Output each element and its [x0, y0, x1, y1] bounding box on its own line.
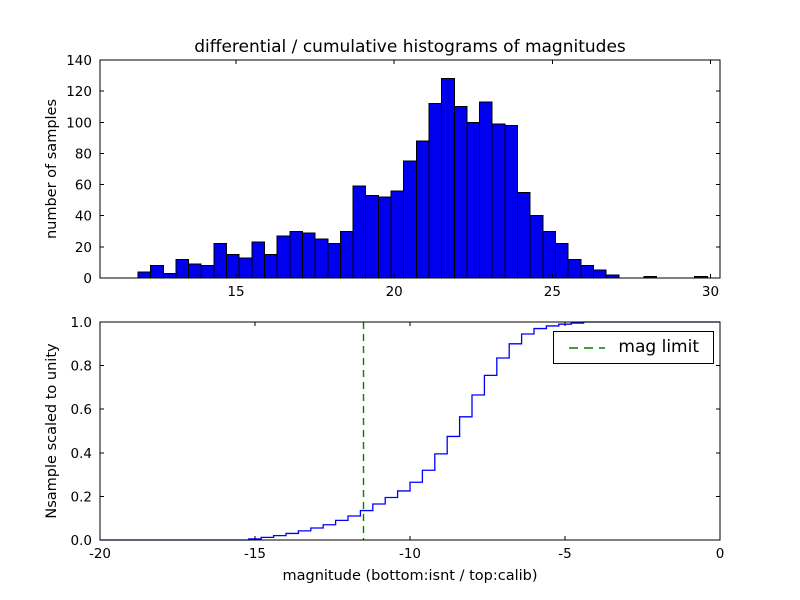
histogram-bar [162, 272, 177, 279]
histogram-bar [542, 230, 557, 279]
histogram-bar [365, 194, 379, 279]
histogram-bar [453, 106, 468, 279]
histogram-bar [137, 271, 152, 279]
histogram-bar [580, 265, 594, 279]
x-tick-label: 30 [702, 284, 719, 300]
x-tick-label: 15 [227, 284, 244, 300]
chart-title: differential / cumulative histograms of … [194, 37, 626, 57]
y-tick-label: 0.6 [71, 402, 92, 418]
bottom-xlabel: magnitude (bottom:isnt / top:calib) [282, 568, 538, 584]
histogram-bar [555, 243, 569, 279]
y-tick-label: 60 [75, 178, 92, 194]
y-tick-label: 1.0 [71, 315, 92, 331]
histogram-bar [188, 263, 202, 279]
x-tick-label: -10 [399, 546, 421, 562]
histogram-bar [529, 215, 544, 279]
histogram-bar [213, 243, 228, 279]
histogram-bar [428, 103, 443, 279]
histogram-bar [517, 191, 531, 279]
histogram-bar [377, 196, 392, 279]
x-tick-label: -5 [558, 546, 571, 562]
cumulative-step-line [100, 321, 720, 541]
histogram-bar [592, 269, 607, 279]
y-tick-label: 80 [75, 146, 92, 162]
y-tick-label: 20 [75, 240, 92, 256]
histogram-bar [390, 190, 405, 279]
y-tick-label: 100 [66, 115, 92, 131]
y-tick-label: 0.0 [71, 533, 92, 549]
legend: mag limit [553, 331, 714, 364]
bottom-ylabel: Nsample scaled to unity [44, 343, 60, 519]
histogram-bar [491, 123, 506, 279]
top-ylabel: number of samples [44, 98, 60, 240]
histogram-bar [289, 230, 303, 279]
y-tick-label: 140 [66, 53, 92, 69]
histogram-bar [567, 258, 582, 279]
histogram-bar [150, 265, 164, 279]
histogram-bar [339, 230, 354, 279]
histogram-bar [238, 257, 253, 279]
histogram-bar [276, 235, 291, 279]
histogram-bar [263, 254, 278, 279]
legend-line-swatch [569, 346, 606, 349]
x-tick-label: 25 [544, 284, 561, 300]
histogram-bar [226, 254, 240, 279]
histogram-bar [504, 124, 519, 279]
x-tick-label: 0 [716, 546, 725, 562]
y-tick-label: 120 [66, 84, 92, 100]
differential-histogram-frame [99, 59, 721, 279]
histogram-bar [175, 258, 190, 279]
histogram-bar [301, 232, 316, 279]
legend-label: mag limit [618, 337, 699, 357]
histogram-bar [200, 265, 215, 279]
y-tick-label: 40 [75, 209, 92, 225]
histogram-bar [466, 121, 481, 279]
y-tick-label: 0.8 [71, 359, 92, 375]
x-tick-label: -20 [89, 546, 111, 562]
histogram-bar [352, 185, 367, 279]
histogram-bar [314, 238, 329, 279]
histogram-bar [251, 241, 265, 279]
histogram-bar [415, 140, 430, 279]
histogram-bar [441, 78, 455, 279]
histogram-bar [403, 160, 417, 279]
histogram-bar [479, 101, 493, 279]
x-tick-label: -15 [244, 546, 266, 562]
y-tick-label: 0.4 [71, 446, 92, 462]
y-tick-label: 0 [83, 271, 92, 287]
y-tick-label: 0.2 [71, 489, 92, 505]
x-tick-label: 20 [386, 284, 403, 300]
histogram-bar [327, 243, 341, 279]
